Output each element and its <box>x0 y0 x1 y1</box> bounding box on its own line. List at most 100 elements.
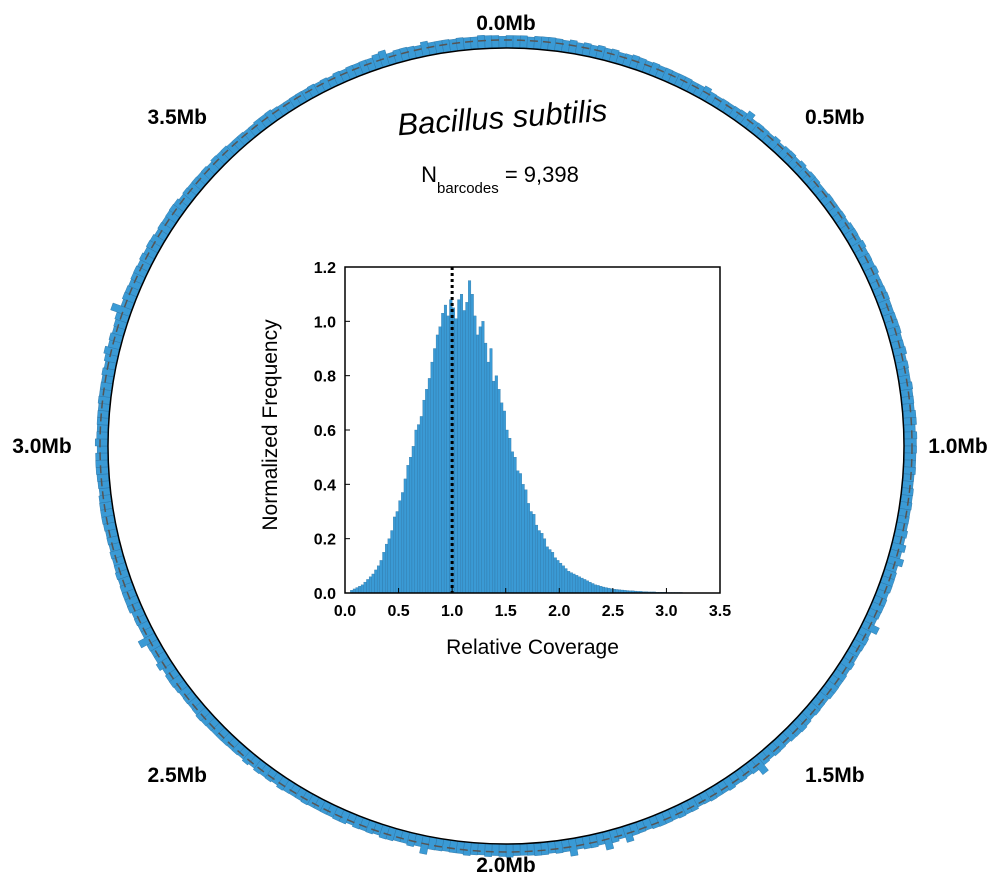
histogram-bar <box>494 375 498 594</box>
histogram-bar <box>460 294 464 594</box>
ring-coverage-bar <box>97 402 111 412</box>
y-tick-label: 0.8 <box>314 369 336 386</box>
ring-coverage-bar <box>470 36 479 50</box>
histogram-bar <box>521 484 525 594</box>
ring-coverage-bar <box>96 445 109 454</box>
histogram-bar <box>470 294 474 594</box>
histogram-bar <box>548 549 552 594</box>
histogram-bar <box>505 429 509 594</box>
histogram-bar <box>457 299 461 594</box>
histogram-bar <box>513 457 517 594</box>
ring-coverage-bar <box>540 841 550 856</box>
ring-coverage-bar <box>96 473 110 482</box>
y-tick-label: 0.0 <box>314 586 336 603</box>
histogram-bar <box>441 313 445 594</box>
ring-coverage-bar <box>96 417 110 426</box>
genome-position-labels: 0.0Mb 0.5Mb 1.0Mb 1.5Mb 2.0Mb 2.5Mb 3.0Mb 3.5Mb <box>12 12 988 877</box>
ring-coverage-bar <box>903 452 917 461</box>
histogram-bar <box>508 437 512 594</box>
x-axis-ticks: 0.0 0.5 1.0 1.5 2.0 2.5 3.0 3.5 <box>334 588 731 620</box>
histogram-bar <box>585 580 589 594</box>
histogram-bar <box>481 321 485 594</box>
y-tick-label: 1.2 <box>314 260 336 277</box>
histogram-bar <box>577 576 581 594</box>
ring-coverage-bar <box>533 35 543 50</box>
genome-baseline-circle <box>107 47 905 845</box>
histogram-bar <box>414 429 418 594</box>
histogram-bars <box>350 280 710 594</box>
ring-coverage-bar <box>512 35 521 49</box>
histogram-bar <box>465 302 469 594</box>
chart-title: Bacillus subtilis <box>396 93 608 143</box>
ring-coverage-bar <box>903 445 917 454</box>
ring-coverage-bar <box>498 36 507 49</box>
histogram-bar <box>524 489 528 594</box>
histogram-bar <box>454 318 458 594</box>
ring-coverage-bar <box>519 35 528 49</box>
histogram-bar <box>532 514 536 594</box>
histogram-bar <box>596 585 600 594</box>
histogram-bar <box>567 571 571 594</box>
histogram-bar <box>387 538 391 594</box>
histogram-bar <box>382 552 386 594</box>
histogram-bar <box>537 530 541 594</box>
histogram-bar <box>374 569 378 594</box>
histogram-bar <box>601 586 605 594</box>
histogram-bar <box>561 565 565 594</box>
x-tick-label: 3.5 <box>709 603 731 620</box>
histogram-bar <box>379 560 383 594</box>
histogram-bar <box>489 348 493 594</box>
ring-coverage-bar <box>901 402 915 412</box>
x-tick-label: 2.0 <box>548 603 570 620</box>
histogram-bar <box>572 573 576 594</box>
histogram-bar <box>398 500 402 594</box>
genome-position-label: 0.0Mb <box>476 12 536 35</box>
histogram-bar <box>406 465 410 594</box>
histogram-bar <box>545 546 549 594</box>
genome-position-label: 2.5Mb <box>147 764 207 787</box>
ring-coverage-bar <box>902 417 917 426</box>
histogram-bar <box>518 473 522 594</box>
histogram-bar <box>588 581 592 594</box>
ring-coverage-bar <box>96 424 109 433</box>
histogram-bar <box>417 424 421 594</box>
ring-coverage-bar <box>902 409 917 419</box>
y-tick-label: 0.6 <box>314 423 336 440</box>
reference-dashed-circle <box>99 39 913 853</box>
histogram-bar <box>358 586 362 594</box>
ring-coverage-bar <box>901 480 914 489</box>
y-axis-title: Normalized Frequency <box>259 319 282 531</box>
histogram-bar <box>401 492 405 594</box>
relative-coverage-histogram: 0.0 0.5 1.0 1.5 2.0 2.5 3.0 3.5 0.0 0.2 0.4 0.6 0.8… <box>259 260 731 659</box>
ring-coverage-bar <box>95 459 109 468</box>
histogram-bar <box>385 543 389 594</box>
histogram-bar <box>510 451 514 594</box>
genome-position-label: 1.5Mb <box>805 764 865 787</box>
histogram-bar <box>516 470 520 594</box>
x-tick-label: 1.0 <box>441 603 463 620</box>
histogram-bar <box>468 280 472 594</box>
ring-coverage-bar <box>97 480 111 490</box>
histogram-bar <box>371 573 375 594</box>
ring-coverage-bar <box>95 452 109 461</box>
histogram-bar <box>462 310 466 594</box>
x-tick-label: 3.0 <box>655 603 677 620</box>
histogram-bar <box>540 533 544 594</box>
histogram-bar <box>502 410 506 594</box>
histogram-bar <box>473 315 477 594</box>
ring-coverage-bar <box>903 438 917 447</box>
ring-coverage-bar <box>477 34 486 50</box>
histogram-bar <box>553 557 557 594</box>
y-axis-ticks: 0.0 0.2 0.4 0.6 0.8 1.0 1.2 <box>314 260 350 603</box>
histogram-bar <box>446 315 450 594</box>
histogram-bar <box>393 516 397 594</box>
histogram-bar <box>564 568 568 594</box>
histogram-bar <box>449 299 453 594</box>
histogram-bar <box>395 511 399 594</box>
histogram-bar <box>403 478 407 594</box>
histogram-bar <box>575 575 579 594</box>
histogram-bar <box>492 380 496 594</box>
histogram-bar <box>593 584 597 594</box>
histogram-bar <box>484 342 488 594</box>
